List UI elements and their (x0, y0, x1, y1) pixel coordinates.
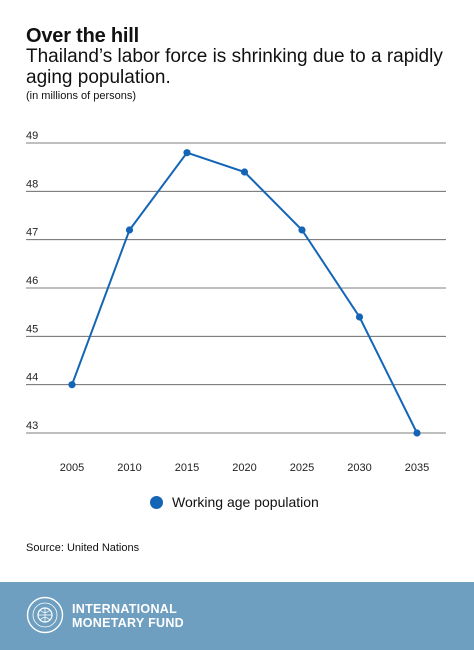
legend-label: Working age population (172, 494, 319, 510)
data-point-2020 (240, 168, 249, 176)
series-line-0 (71, 151, 418, 434)
x-tick-label-2010: 2010 (117, 462, 141, 474)
x-tick-label-2015: 2015 (175, 462, 199, 474)
data-point-2005 (68, 381, 76, 389)
footer-line-2: MONETARY FUND (72, 616, 184, 630)
imf-seal-icon (26, 596, 64, 634)
x-tick-label-2035: 2035 (405, 462, 429, 474)
chart-title: Over the hill (26, 25, 139, 47)
x-tick-label-2020: 2020 (232, 462, 256, 474)
data-point-2015 (183, 149, 191, 157)
y-tick-label-43: 43 (26, 420, 38, 432)
x-tick-label-2025: 2025 (290, 462, 314, 474)
footer-banner: INTERNATIONAL MONETARY FUND (0, 582, 474, 650)
y-tick-label-46: 46 (26, 275, 38, 287)
chart-subtitle: Thailand’s labor force is shrinking due … (26, 46, 443, 88)
data-point-2035 (413, 429, 421, 437)
legend: Working age population (150, 494, 319, 510)
data-point-2030 (355, 313, 364, 321)
y-tick-label-49: 49 (26, 130, 38, 142)
source-note: Source: United Nations (26, 542, 140, 554)
imf-wordmark: INTERNATIONAL MONETARY FUND (72, 602, 184, 630)
footer-line-1: INTERNATIONAL (72, 602, 178, 616)
x-tick-label-2030: 2030 (347, 462, 371, 474)
y-tick-label-45: 45 (26, 323, 38, 335)
data-point-2010 (125, 226, 134, 234)
y-tick-label-47: 47 (26, 227, 38, 239)
y-tick-label-48: 48 (26, 178, 38, 190)
data-point-2025 (298, 226, 306, 234)
line-chart: 49 48 47 46 45 44 43 2005 2010 2015 2020 2025 2030 20… (26, 130, 446, 474)
x-tick-label-2005: 2005 (60, 462, 84, 474)
y-tick-label-44: 44 (26, 372, 38, 384)
units-note: (in millions of persons) (26, 90, 137, 102)
legend-marker (150, 495, 163, 509)
